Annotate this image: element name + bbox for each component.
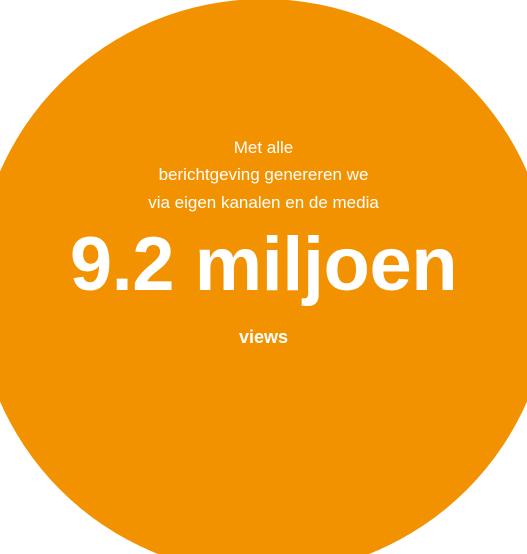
intro-text-line-1: Met alle [233,138,294,157]
intro-text-line-3: via eigen kanalen en de media [148,193,379,212]
unit-label: views [238,327,289,347]
intro-text-line-2: berichtgeving genereren we [158,165,369,184]
headline-value: 9.2 miljoen [69,222,458,307]
